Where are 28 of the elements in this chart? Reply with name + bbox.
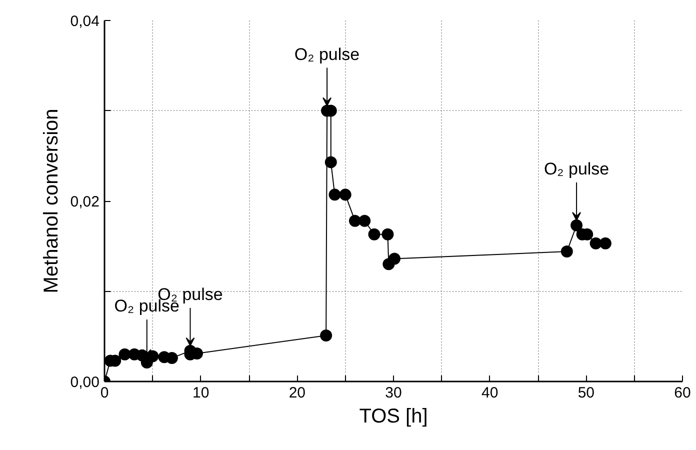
x-axis-title: TOS [h] [359, 406, 428, 428]
y-tick-label: 0,02 [70, 194, 100, 210]
point [570, 219, 583, 232]
point [118, 348, 131, 360]
point [599, 237, 612, 250]
point [328, 188, 341, 201]
point [382, 228, 394, 240]
x-tick-label: 50 [578, 384, 595, 402]
x-tick-label: 0 [100, 384, 109, 402]
x-tick-label: 30 [385, 384, 402, 402]
annotation: O₂ pulse [544, 159, 610, 178]
point [560, 246, 573, 258]
point [320, 329, 332, 342]
annotation: O₂ pulse [294, 44, 360, 64]
x-tick-label: 20 [288, 384, 306, 402]
y-tick-label: 0,00 [70, 374, 100, 391]
point [368, 228, 380, 240]
x-tick-label: 10 [192, 384, 210, 402]
point [590, 237, 602, 250]
point [324, 156, 337, 168]
point [358, 214, 371, 227]
x-tick-label: 40 [481, 384, 498, 402]
point [348, 214, 361, 227]
y-tick-label: 0,04 [70, 13, 100, 30]
point [339, 188, 352, 201]
y-axis-title: Methanol conversion [40, 108, 62, 294]
point [388, 252, 400, 265]
x-tick-label: 60 [674, 384, 691, 402]
